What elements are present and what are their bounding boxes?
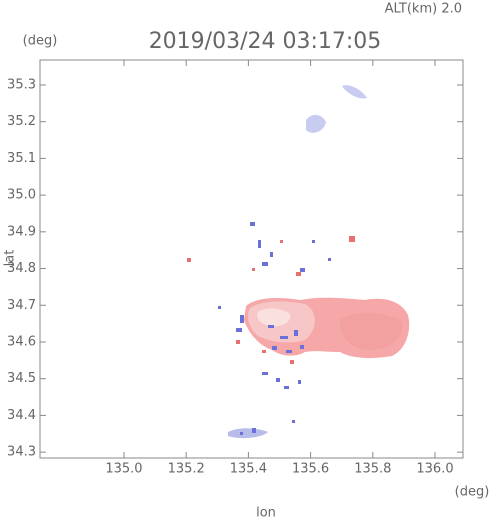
y-tick-label: 34.8 [7, 261, 36, 276]
x-tick-label: 135.4 [230, 462, 267, 477]
y-tick-label: 34.6 [7, 334, 36, 349]
y-axis-label: lat [3, 250, 18, 267]
echo-speckles [187, 236, 355, 364]
echo-area [342, 85, 367, 99]
echo-area [340, 313, 403, 350]
altitude-label: ALT(km) 2.0 [385, 2, 462, 17]
plot-frame [39, 59, 464, 459]
x-tick-label: 135.0 [105, 462, 142, 477]
radar-echo [187, 85, 410, 439]
y-tick-label: 35.3 [7, 77, 36, 92]
y-tick-label: 34.3 [7, 445, 36, 460]
chart-title: 2019/03/24 03:17:05 [149, 29, 382, 54]
y-tick-label: 34.7 [7, 298, 36, 313]
y-tick-label: 35.1 [7, 151, 36, 166]
y-unit: (deg) [23, 34, 58, 49]
echo-area [306, 114, 326, 133]
echo-speckles [218, 222, 331, 435]
y-tick-label: 35.0 [7, 188, 36, 203]
y-tick-label: 34.4 [7, 408, 36, 423]
echo-area [228, 428, 268, 439]
x-tick-label: 135.2 [168, 462, 205, 477]
y-tick-label: 34.9 [7, 224, 36, 239]
x-tick-label: 136.0 [416, 462, 453, 477]
y-tick-label: 35.2 [7, 114, 36, 129]
x-unit: (deg) [455, 485, 490, 500]
echo-area [257, 308, 291, 327]
y-tick-label: 34.5 [7, 371, 36, 386]
x-tick-label: 135.6 [292, 462, 329, 477]
x-tick-label: 135.8 [354, 462, 391, 477]
x-axis-label: lon [256, 506, 276, 521]
